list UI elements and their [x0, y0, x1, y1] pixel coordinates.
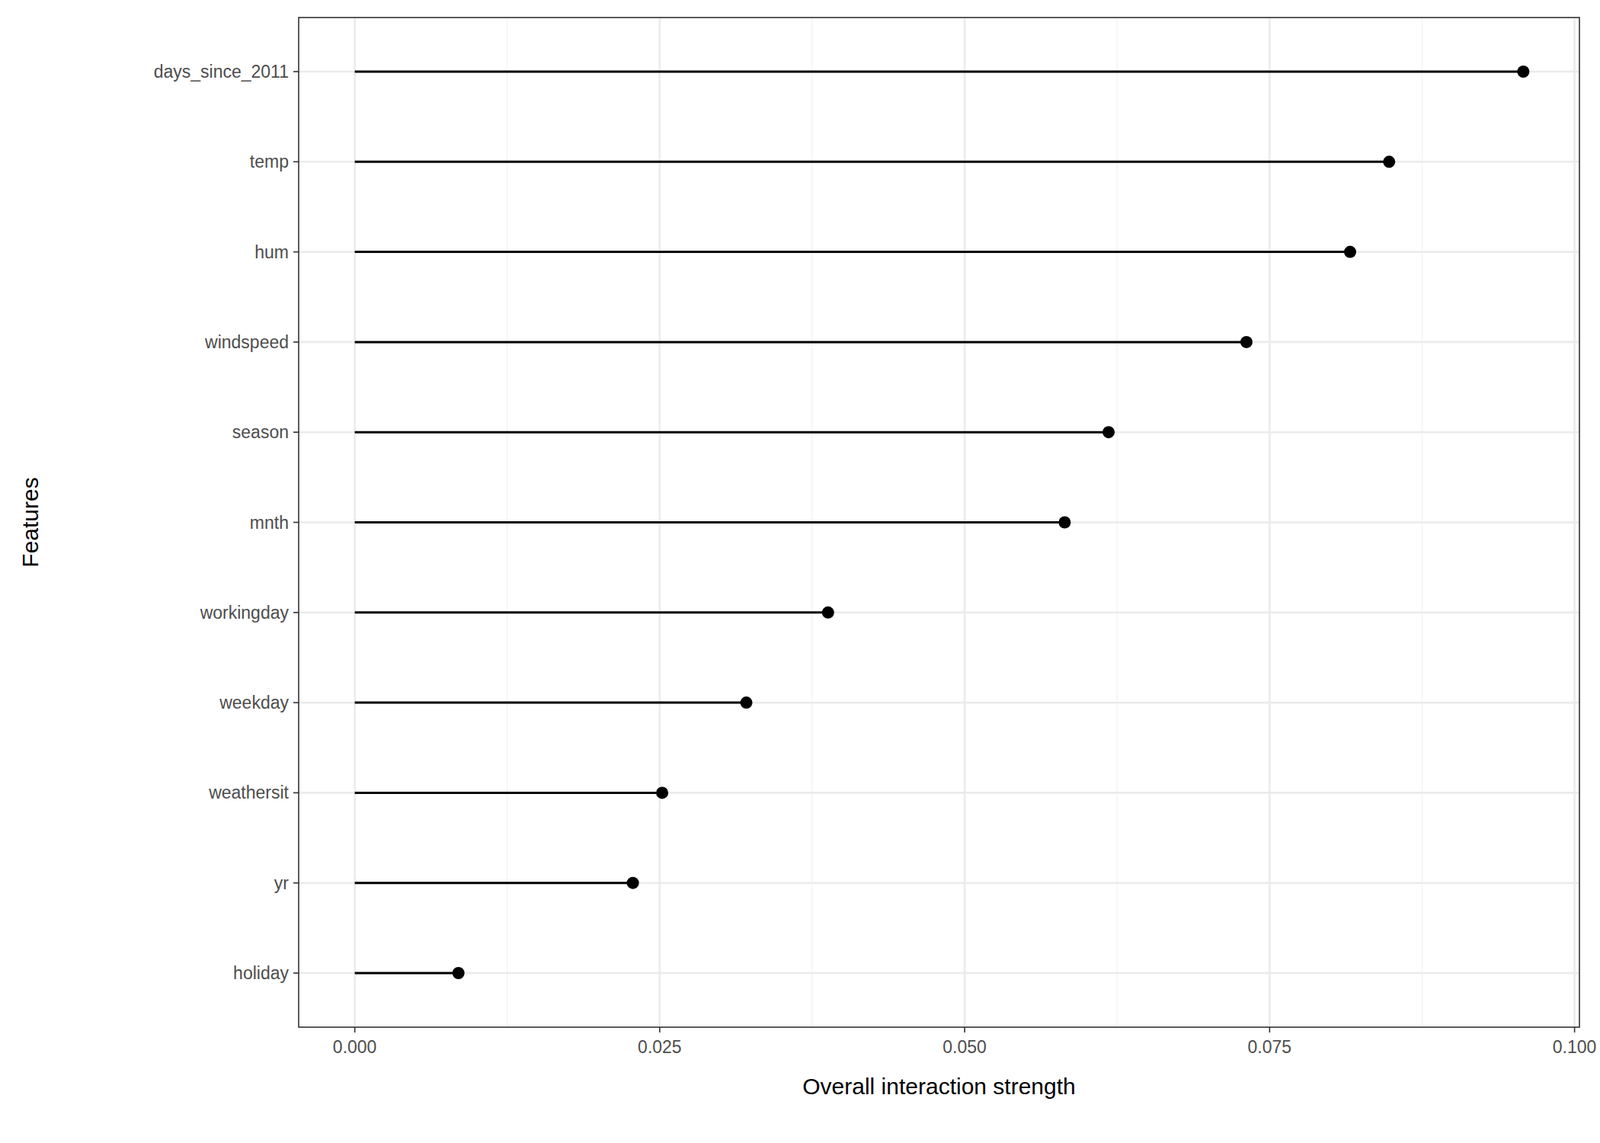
- x-tick-label: 0.050: [942, 1036, 987, 1057]
- grid-line: [298, 431, 1580, 434]
- lollipop-stem: [355, 611, 829, 614]
- lollipop-dot: [822, 606, 835, 619]
- x-tick: [659, 1027, 661, 1033]
- lollipop-dot: [1240, 336, 1253, 349]
- grid-line: [298, 521, 1580, 524]
- x-tick: [963, 1027, 966, 1033]
- lollipop-stem: [355, 881, 634, 884]
- lollipop-stem: [355, 160, 1390, 164]
- chart: 0.000 0.025 0.050 0.075 0.100 days_since_2011…: [0, 0, 1600, 1143]
- lollipop-dot: [740, 696, 753, 709]
- lollipop-dot: [627, 876, 640, 890]
- lollipop-dot: [1382, 155, 1396, 168]
- lollipop-stem: [355, 972, 459, 975]
- y-tick: [293, 341, 299, 343]
- x-tick-label: 0.100: [1552, 1036, 1597, 1057]
- y-tick-label: weekday: [218, 692, 289, 713]
- lollipop-dot: [1058, 516, 1071, 529]
- y-tick: [293, 701, 299, 704]
- x-tick: [354, 1027, 356, 1033]
- x-axis-title: Overall interaction strength: [802, 1073, 1076, 1099]
- y-tick-label: workingday: [199, 602, 290, 623]
- lollipop-stem: [355, 70, 1524, 73]
- lollipop-dot: [1516, 65, 1530, 78]
- y-tick-label: temp: [249, 151, 289, 172]
- y-tick: [293, 792, 299, 794]
- y-tick: [293, 70, 299, 73]
- y-tick-label: hum: [254, 242, 289, 263]
- x-tick-label: 0.075: [1248, 1036, 1293, 1057]
- y-axis-title: Features: [17, 476, 43, 567]
- panel: [298, 17, 1580, 1028]
- y-tick: [293, 251, 299, 253]
- y-tick-label: yr: [274, 873, 290, 893]
- grid-line: [298, 881, 1580, 884]
- y-tick-label: season: [232, 422, 289, 442]
- grid-line: [298, 250, 1580, 253]
- x-tick-label: 0.000: [332, 1036, 378, 1057]
- grid-line: [298, 70, 1580, 74]
- grid-line: [298, 972, 1580, 975]
- lollipop-stem: [355, 340, 1247, 343]
- y-tick: [293, 611, 299, 614]
- y-tick-label: days_since_2011: [153, 61, 289, 82]
- lollipop-stem: [355, 250, 1351, 253]
- lollipop-dot: [1344, 246, 1357, 259]
- panel-border: [298, 17, 1580, 1028]
- y-tick: [293, 882, 299, 884]
- y-tick-label: weathersit: [208, 782, 289, 803]
- y-tick: [293, 431, 299, 433]
- grid-line: [298, 701, 1580, 704]
- x-tick-label: 0.025: [637, 1036, 682, 1057]
- grid-line: [298, 341, 1580, 344]
- lollipop-stem: [355, 431, 1109, 434]
- y-tick-label: windspeed: [204, 332, 289, 352]
- lollipop-dot: [1102, 425, 1115, 439]
- lollipop-dot: [656, 786, 669, 799]
- y-tick: [293, 521, 299, 524]
- grid-line: [298, 611, 1580, 615]
- y-tick-label: mnth: [249, 512, 289, 533]
- x-tick: [1269, 1027, 1271, 1033]
- lollipop-stem: [355, 521, 1066, 524]
- grid-line: [298, 791, 1580, 794]
- lollipop-stem: [355, 701, 747, 704]
- y-tick: [293, 972, 299, 974]
- y-tick-label: holiday: [233, 963, 289, 983]
- marks: [355, 65, 1530, 980]
- x-tick: [1574, 1027, 1576, 1033]
- lollipop-dot: [452, 966, 465, 980]
- y-tick: [293, 160, 299, 163]
- lollipop-stem: [355, 791, 663, 794]
